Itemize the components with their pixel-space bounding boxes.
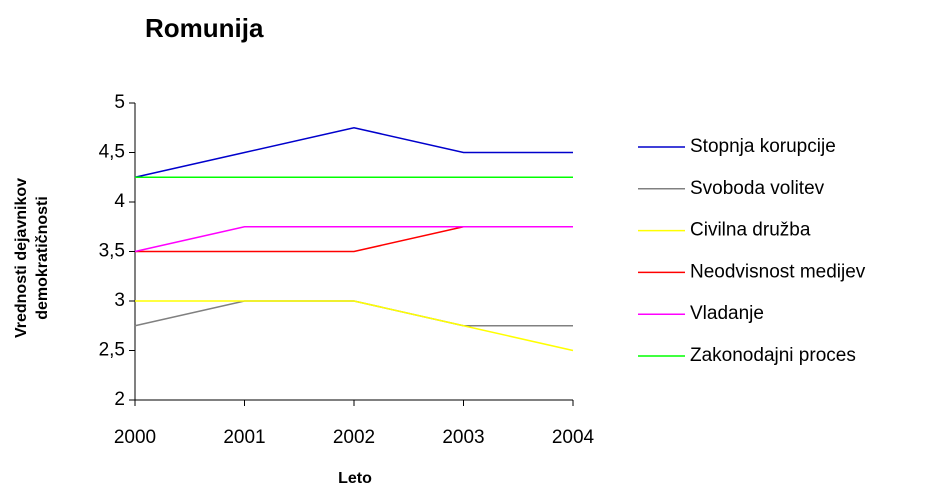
x-axis-label: Leto [338,470,372,487]
legend-label: Svoboda volitev [690,178,825,199]
y-tick-label: 2,5 [99,340,125,361]
legend-label: Neodvisnost medijev [690,261,866,282]
series-line [134,300,573,327]
x-tick-label: 2000 [114,427,156,448]
series-line [135,226,573,253]
x-tick-label: 2002 [333,427,375,448]
legend-label: Stopnja korupcije [690,136,836,157]
y-tick-label: 4 [114,191,125,212]
x-tick-label: 2003 [442,427,484,448]
x-tick-label: 2004 [552,427,595,448]
chart-title: Romunija [145,13,264,43]
series-line [134,226,573,253]
series-line [135,300,574,352]
series-line [134,126,573,178]
y-tick-label: 3,5 [99,241,125,262]
y-tick-label: 4,5 [99,142,125,163]
y-axis-label: demokratičnosti [34,196,51,320]
x-tick-label: 2001 [223,427,265,448]
legend-label: Civilna družba [690,220,811,241]
y-tick-label: 3 [114,290,125,311]
legend-label: Zakonodajni proces [690,345,856,366]
y-tick-label: 5 [114,92,125,113]
y-tick-label: 2 [114,389,125,410]
legend-label: Vladanje [690,303,764,324]
y-axis-label: Vrednosti dejavnikov [13,178,30,338]
